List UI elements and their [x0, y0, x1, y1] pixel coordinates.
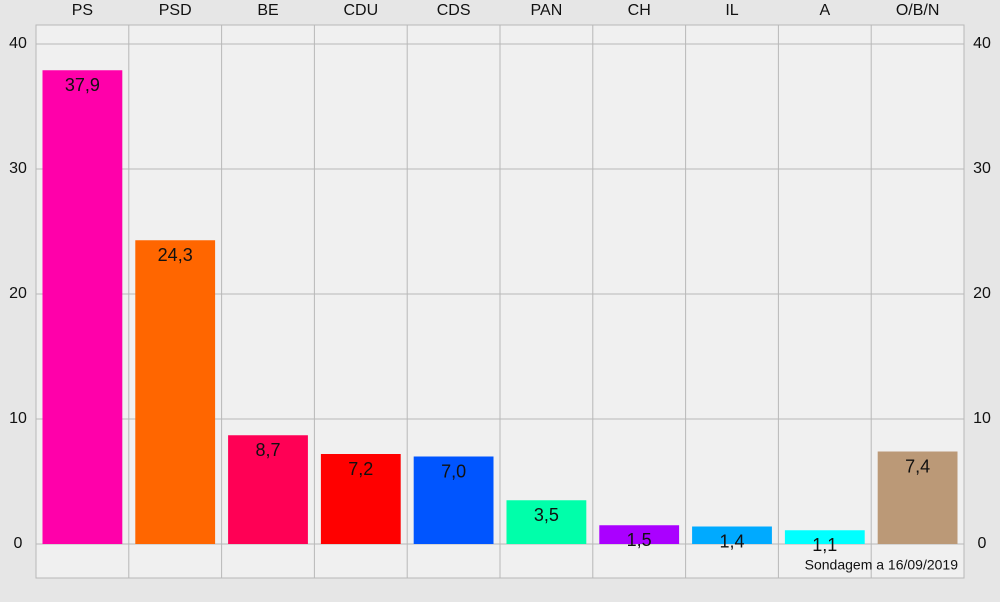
bar — [42, 70, 123, 544]
y-tick-label: 10 — [9, 410, 27, 427]
footnote: Sondagem a 16/09/2019 — [805, 557, 959, 573]
x-tick-label: PSD — [159, 2, 192, 19]
bar — [320, 454, 401, 544]
value-label: 37,9 — [65, 75, 100, 95]
x-tick-label: CDU — [343, 2, 378, 19]
value-label: 24,3 — [158, 245, 193, 265]
value-label: 1,1 — [812, 535, 837, 555]
y2-tick-label: 0 — [978, 535, 987, 552]
bar — [228, 435, 308, 544]
bar — [877, 451, 958, 544]
value-label: 7,2 — [348, 459, 373, 479]
bar — [413, 456, 494, 544]
value-label: 1,4 — [719, 531, 744, 551]
y-tick-label: 30 — [9, 160, 27, 177]
x-tick-label: O/B/N — [896, 2, 940, 19]
bar — [784, 530, 865, 544]
bar — [506, 500, 587, 544]
bar — [599, 525, 680, 544]
y-tick-label: 20 — [9, 285, 27, 302]
value-label: 1,5 — [627, 530, 652, 550]
x-tick-label: A — [819, 2, 830, 19]
y2-tick-label: 10 — [973, 410, 991, 427]
bar — [692, 526, 772, 544]
y-tick-label: 0 — [14, 535, 23, 552]
y2-tick-label: 40 — [973, 35, 991, 52]
y-tick-label: 40 — [9, 35, 27, 52]
y2-tick-label: 30 — [973, 160, 991, 177]
value-label: 7,4 — [905, 456, 930, 476]
value-label: 8,7 — [255, 440, 280, 460]
x-tick-label: CH — [628, 2, 651, 19]
x-tick-label: CDS — [437, 2, 471, 19]
x-tick-label: BE — [257, 2, 278, 19]
bar — [135, 240, 216, 544]
x-tick-label: IL — [725, 2, 738, 19]
y2-tick-label: 20 — [973, 285, 991, 302]
x-tick-label: PAN — [531, 2, 563, 19]
x-tick-label: PS — [72, 2, 93, 19]
value-label: 3,5 — [534, 505, 559, 525]
value-label: 7,0 — [441, 461, 466, 481]
